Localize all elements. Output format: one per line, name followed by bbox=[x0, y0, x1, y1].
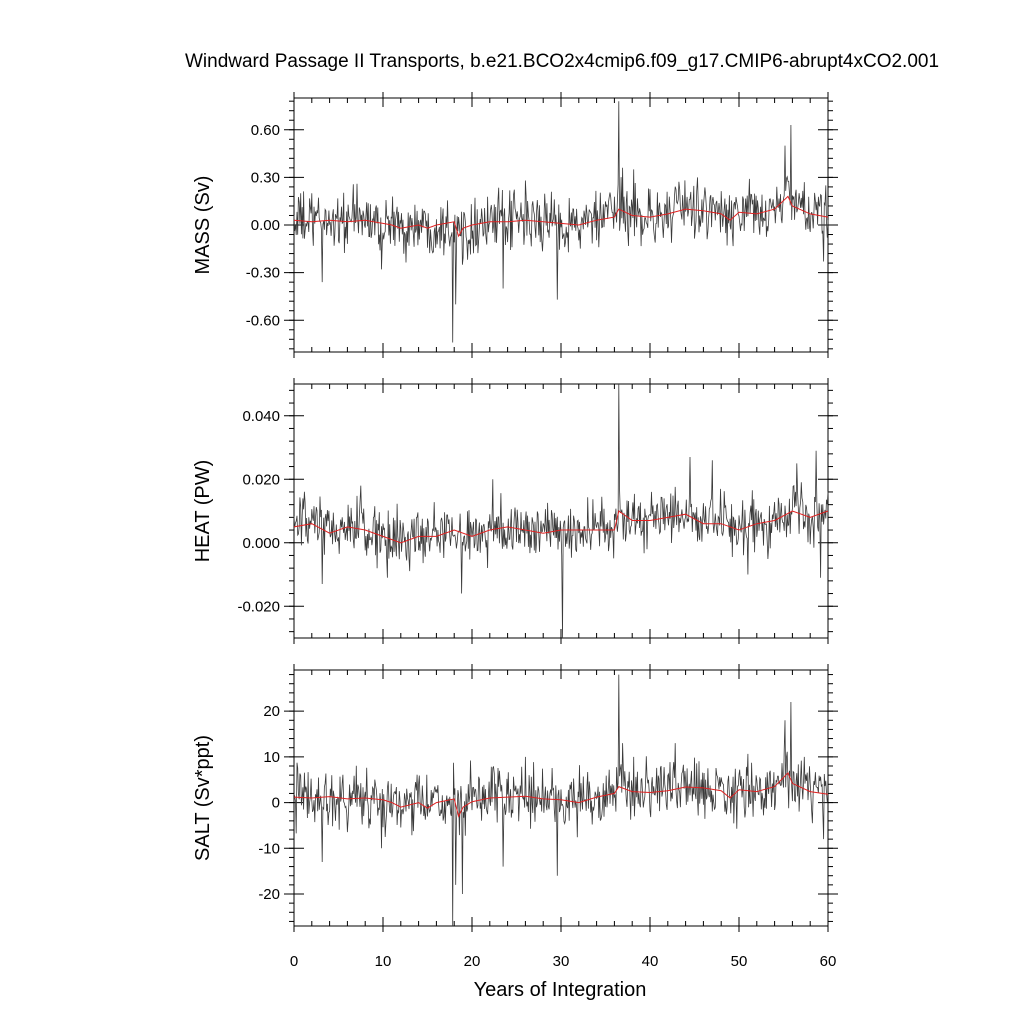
mass-smoothed-series bbox=[293, 195, 829, 238]
y-tick-label: -0.60 bbox=[246, 312, 280, 329]
y-tick-label: 0.60 bbox=[251, 122, 280, 139]
heat-smoothed-series bbox=[293, 510, 829, 544]
panel-mass-ylabel: MASS (Sv) bbox=[192, 176, 214, 275]
y-tick-label: 0.000 bbox=[242, 535, 280, 552]
panel-salt-ylabel: SALT (Sv*ppt) bbox=[192, 735, 214, 861]
x-tick-label: 10 bbox=[375, 953, 392, 970]
panel-mass: MASS (Sv) -0.60 -0.30 0.00 0.30 0.60 bbox=[192, 92, 838, 358]
y-tick-label: -0.020 bbox=[237, 598, 280, 615]
panel-salt: SALT (Sv*ppt) 0 10 20 30 40 50 60 -20 -10 0 10 20 bbox=[192, 664, 838, 970]
mass-raw-series bbox=[293, 101, 829, 343]
y-tick-label: 0 bbox=[272, 795, 280, 812]
chart-title: Windward Passage II Transports, b.e21.BC… bbox=[185, 51, 939, 72]
heat-raw-series bbox=[293, 383, 829, 639]
y-tick-label: -10 bbox=[258, 840, 280, 857]
y-tick-label: -20 bbox=[258, 886, 280, 903]
x-tick-label: 40 bbox=[642, 953, 659, 970]
panel-heat: HEAT (PW) -0.020 0.000 0.020 0.040 bbox=[192, 378, 838, 644]
x-tick-label: 50 bbox=[731, 953, 748, 970]
y-tick-label: 20 bbox=[263, 703, 280, 720]
y-tick-label: 0.00 bbox=[251, 217, 280, 234]
y-tick-label: 0.040 bbox=[242, 408, 280, 425]
y-tick-label: 10 bbox=[263, 749, 280, 766]
x-tick-label: 30 bbox=[553, 953, 570, 970]
y-tick-label: 0.30 bbox=[251, 169, 280, 186]
salt-raw-series bbox=[293, 674, 829, 927]
panel-heat-ylabel: HEAT (PW) bbox=[192, 460, 214, 563]
x-axis-label: Years of Integration bbox=[474, 979, 647, 1001]
x-tick-label: 0 bbox=[290, 953, 298, 970]
x-tick-label: 20 bbox=[464, 953, 481, 970]
salt-smoothed-series bbox=[293, 772, 829, 818]
y-tick-label: -0.30 bbox=[246, 265, 280, 282]
x-tick-label: 60 bbox=[820, 953, 837, 970]
y-tick-label: 0.020 bbox=[242, 471, 280, 488]
